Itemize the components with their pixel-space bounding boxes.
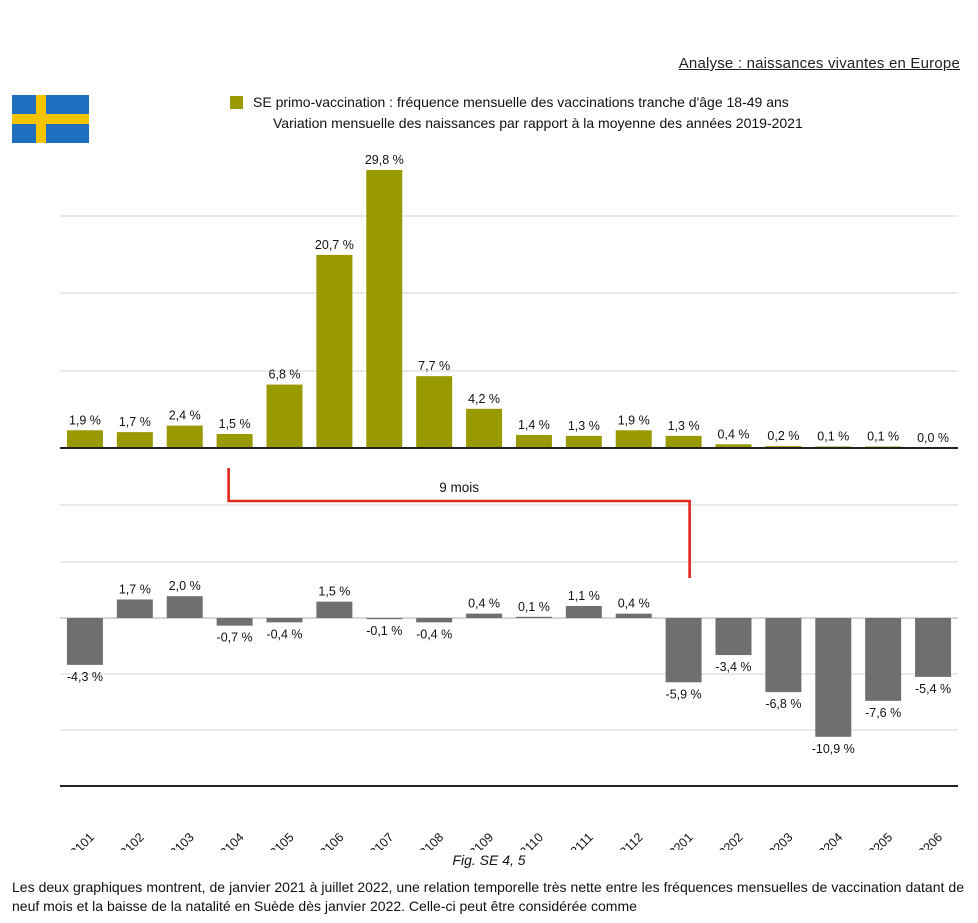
label-vaccination-202204: 0,1 % [817, 430, 849, 444]
label-vaccination-202205: 0,1 % [867, 430, 899, 444]
bar-vaccination-202202 [715, 444, 752, 448]
page-title: Analyse : naissances vivantes en Europe [678, 55, 960, 72]
x-tick-202204: 202204 [806, 830, 845, 850]
bar-births-202205 [865, 618, 902, 701]
legend-entry-vaccination: SE primo-vaccination : fréquence mensuel… [230, 92, 930, 113]
sweden-flag-icon [12, 95, 89, 143]
bar-births-202202 [715, 618, 752, 656]
bar-births-202203 [765, 618, 802, 693]
bar-births-202107 [366, 618, 403, 620]
label-births-202106: 1,5 % [318, 585, 350, 599]
x-tick-202112: 202112 [607, 830, 646, 850]
label-vaccination-202202: 0,4 % [718, 427, 750, 441]
flag-cross-horizontal [12, 114, 89, 124]
annotation-bracket [227, 468, 691, 578]
bar-births-202106 [316, 601, 353, 618]
label-vaccination-202106: 20,7 % [315, 238, 354, 252]
bar-vaccination-202111 [565, 435, 602, 448]
x-tick-202202: 202202 [706, 830, 745, 850]
x-tick-202101: 202101 [58, 830, 97, 850]
label-births-202104: -0,7 % [217, 631, 253, 645]
label-births-202112: 0,4 % [618, 597, 650, 611]
x-tick-202105: 202105 [257, 830, 296, 850]
bar-births-202206 [915, 618, 952, 677]
bar-births-202201 [665, 618, 702, 683]
x-tick-202106: 202106 [307, 830, 346, 850]
bar-vaccination-202110 [515, 434, 552, 448]
bar-births-202110 [515, 616, 552, 618]
label-vaccination-202107: 29,8 % [365, 153, 404, 167]
x-tick-202110: 202110 [507, 830, 546, 850]
bar-births-202104 [216, 618, 253, 626]
bar-births-202102 [116, 599, 153, 618]
chart-legend: SE primo-vaccination : fréquence mensuel… [230, 92, 930, 134]
bar-births-202111 [565, 606, 602, 618]
bar-vaccination-202107 [366, 169, 403, 448]
label-births-202201: -5,9 % [666, 687, 702, 701]
label-vaccination-202201: 1,3 % [668, 419, 700, 433]
label-births-202102: 1,7 % [119, 582, 151, 596]
x-tick-202102: 202102 [108, 830, 147, 850]
bar-vaccination-202108 [416, 376, 453, 448]
label-vaccination-202104: 1,5 % [219, 417, 251, 431]
annotation-label: 9 mois [439, 480, 479, 495]
bar-births-202109 [466, 613, 503, 618]
bar-births-202105 [266, 618, 303, 623]
bar-vaccination-202102 [116, 432, 153, 448]
x-tick-202201: 202201 [656, 830, 695, 850]
bar-vaccination-202201 [665, 435, 702, 448]
x-tick-202107: 202107 [357, 830, 396, 850]
x-tick-202103: 202103 [157, 830, 196, 850]
bar-vaccination-202112 [615, 430, 652, 448]
bar-vaccination-202106 [316, 254, 353, 448]
label-births-202110: 0,1 % [518, 600, 550, 614]
bar-chart: 1,9 % -4,3 % 202101 1,7 % 1,7 % 202102 2,4 % 2,… [58, 153, 958, 850]
label-births-202206: -5,4 % [915, 682, 951, 696]
label-vaccination-202203: 0,2 % [767, 429, 799, 443]
figure-caption: Fig. SE 4, 5 [452, 852, 526, 868]
bar-vaccination-202101 [66, 430, 103, 448]
x-tick-202108: 202108 [407, 830, 446, 850]
label-births-202101: -4,3 % [67, 670, 103, 684]
bar-births-202103 [166, 596, 203, 618]
legend-entry-births: Variation mensuelle des naissances par r… [273, 115, 803, 131]
label-births-202109: 0,4 % [468, 597, 500, 611]
label-vaccination-202105: 6,8 % [269, 368, 301, 382]
x-tick-202203: 202203 [756, 830, 795, 850]
bar-births-202101 [66, 618, 103, 665]
label-vaccination-202109: 4,2 % [468, 392, 500, 406]
bar-births-202204 [815, 618, 852, 737]
bar-vaccination-202105 [266, 384, 303, 448]
x-tick-202205: 202205 [856, 830, 895, 850]
bar-vaccination-202103 [166, 425, 203, 448]
label-births-202107: -0,1 % [366, 624, 402, 638]
label-vaccination-202102: 1,7 % [119, 415, 151, 429]
x-tick-202111: 202111 [558, 830, 596, 850]
label-vaccination-202103: 2,4 % [169, 409, 201, 423]
x-tick-202104: 202104 [207, 830, 246, 850]
body-paragraph: Les deux graphiques montrent, de janvier… [12, 879, 964, 914]
label-births-202203: -6,8 % [765, 697, 801, 711]
legend-label-vaccination: SE primo-vaccination : fréquence mensuel… [253, 94, 789, 110]
label-vaccination-202108: 7,7 % [418, 359, 450, 373]
bar-vaccination-202104 [216, 434, 253, 448]
label-vaccination-202112: 1,9 % [618, 413, 650, 427]
label-births-202105: -0,4 % [266, 627, 302, 641]
label-vaccination-202110: 1,4 % [518, 418, 550, 432]
label-vaccination-202111: 1,3 % [568, 419, 600, 433]
bar-vaccination-202109 [466, 408, 503, 448]
label-births-202202: -3,4 % [715, 660, 751, 674]
label-births-202108: -0,4 % [416, 627, 452, 641]
label-vaccination-202206: 0,0 % [917, 431, 949, 445]
label-births-202205: -7,6 % [865, 706, 901, 720]
x-tick-202206: 202206 [906, 830, 945, 850]
bar-births-202112 [615, 613, 652, 618]
bar-births-202108 [416, 618, 453, 623]
label-births-202111: 1,1 % [568, 589, 600, 603]
legend-swatch-vaccination [230, 96, 243, 109]
x-tick-202109: 202109 [457, 830, 496, 850]
label-births-202204: -10,9 % [812, 742, 855, 756]
label-vaccination-202101: 1,9 % [69, 413, 101, 427]
label-births-202103: 2,0 % [169, 579, 201, 593]
